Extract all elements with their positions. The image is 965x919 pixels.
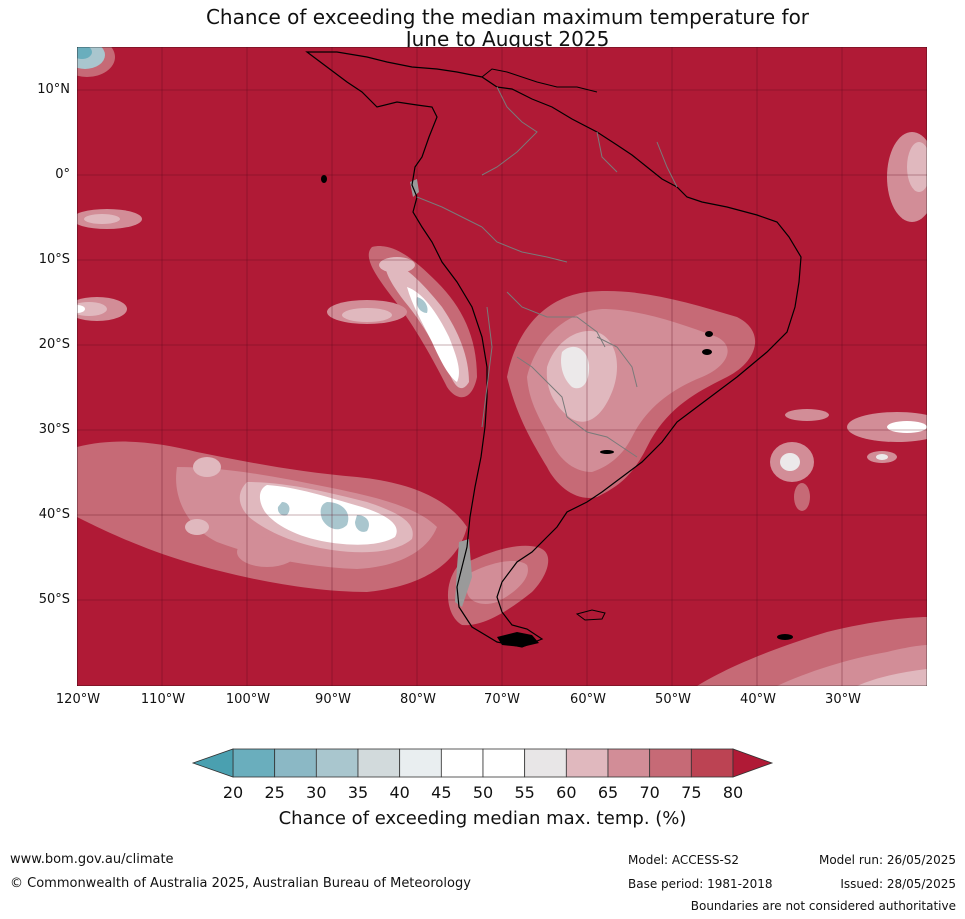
lat-label-40s: 40°S (38, 507, 70, 522)
lon-label-110w: 110°W (140, 692, 186, 707)
falkland-islands (575, 609, 606, 621)
map-title-line-1: Chance of exceeding the median maximum t… (205, 5, 810, 29)
colorbar-tick-label: 40 (389, 783, 410, 802)
lon-label-80w: 80°W (400, 692, 436, 707)
colorbar-tick-label: 60 (556, 783, 577, 802)
colorbar-high-extend (732, 748, 774, 778)
colorbar-cell (440, 748, 484, 778)
colorbar-cell (399, 748, 442, 778)
colorbar-cell (607, 748, 651, 778)
colorbar-cell (315, 748, 359, 778)
colorbar-cell (649, 748, 692, 778)
colorbar-tick-label: 80 (722, 783, 744, 802)
colorbar-tick-label: 35 (347, 783, 369, 802)
region-scattered-anomalies (77, 47, 927, 567)
lat-label-30s: 30°S (38, 422, 70, 437)
lon-label-50w: 50°W (655, 692, 691, 707)
colorbar-tick-label: 25 (264, 783, 285, 802)
region-southeast-pacific (77, 441, 467, 592)
footer-copyright: © Commonwealth of Australia 2025, Austra… (10, 876, 471, 891)
lat-label-20s: 20°S (38, 337, 70, 352)
colorbar-tick-label: 75 (681, 783, 702, 802)
footer-model: Model: ACCESS-S2 (628, 853, 740, 867)
lon-label-70w: 70°W (484, 692, 520, 707)
lon-label-90w: 90°W (315, 692, 351, 707)
lat-label-50s: 50°S (38, 592, 70, 607)
colorbar-cell (274, 748, 317, 778)
coastal-details (321, 175, 793, 640)
colorbar-cell (690, 748, 734, 778)
colorbar-tick-label: 50 (472, 783, 494, 802)
lon-label-100w: 100°W (225, 692, 271, 707)
region-southwest-atlantic (447, 545, 927, 686)
colorbar-cell (357, 748, 401, 778)
colorbar-tick-label: 20 (222, 783, 244, 802)
map-gridlines (77, 47, 927, 686)
colorbar-cell (482, 748, 526, 778)
colorbar-low-extend (191, 748, 234, 778)
colorbar-cell (232, 748, 276, 778)
lat-label-0: 0° (55, 167, 70, 182)
footer-disclaimer: Boundaries are not considered authoritat… (690, 899, 956, 913)
colorbar-cell (524, 748, 567, 778)
tierra-del-fuego (497, 632, 539, 647)
colorbar-cell (565, 748, 609, 778)
region-peru-coast-streak (327, 246, 477, 398)
lon-label-40w: 40°W (740, 692, 776, 707)
north-coast-detail (481, 68, 598, 93)
probability-map (77, 47, 927, 686)
footer-model-run: Model run: 26/05/2025 (818, 853, 956, 867)
colorbar-tick-label: 65 (597, 783, 619, 802)
region-central-south-america (507, 291, 756, 498)
footer-issued: Issued: 28/05/2025 (840, 877, 956, 891)
south-america-coastline (305, 51, 802, 648)
footer-base-period: Base period: 1981-2018 (628, 877, 773, 891)
colorbar-tick-label: 45 (431, 783, 452, 802)
lon-label-120w: 120°W (55, 692, 101, 707)
country-borders (416, 86, 678, 458)
colorbar-tick-label: 30 (306, 783, 327, 802)
colorbar-tick-label: 55 (514, 783, 535, 802)
colorbar-label: Chance of exceeding median max. temp. (%… (278, 808, 687, 829)
lat-label-10n: 10°N (37, 82, 70, 97)
map-title-line-2: June to August 2025 (405, 27, 610, 51)
lon-label-60w: 60°W (570, 692, 606, 707)
lat-label-10s: 10°S (38, 252, 70, 267)
footer-website[interactable]: www.bom.gov.au/climate (10, 852, 174, 867)
lon-label-30w: 30°W (825, 692, 861, 707)
colorbar-tick-label: 70 (639, 783, 660, 802)
colorbar (191, 748, 774, 778)
